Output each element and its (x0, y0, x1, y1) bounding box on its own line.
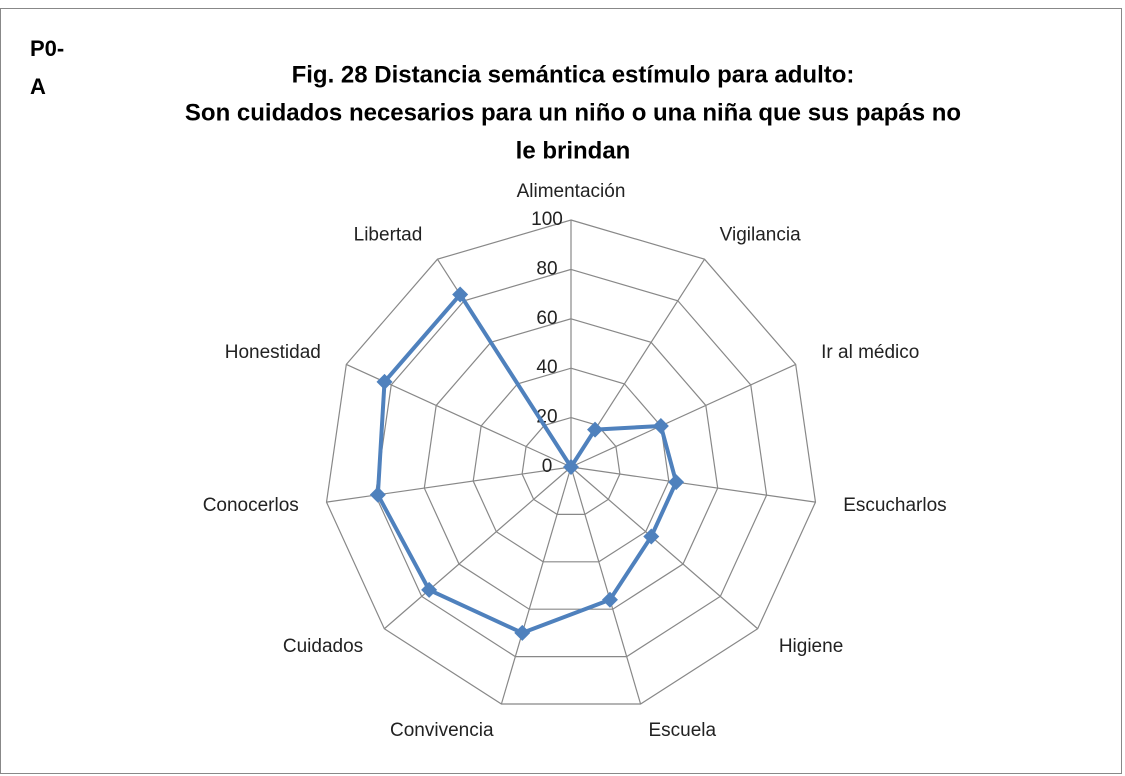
category-label: Honestidad (225, 342, 321, 363)
marker (643, 528, 660, 545)
chart-title: Fig. 28 Distancia semántica estímulo par… (292, 61, 855, 88)
marker (421, 581, 438, 598)
chart-frame (0, 8, 1122, 774)
grid-ring (325, 219, 817, 705)
category-label: Escuela (648, 720, 716, 741)
category-label: Vigilancia (720, 225, 801, 246)
marker (369, 486, 386, 503)
tick-label: 60 (536, 308, 557, 329)
grid-ring (423, 318, 719, 610)
marker (601, 591, 618, 608)
marker (563, 459, 579, 475)
grid-ring (521, 416, 621, 515)
spoke (570, 466, 816, 503)
chart-title: Son cuidados necesarios para un niño o u… (185, 99, 961, 126)
spoke (570, 466, 759, 630)
marker (376, 373, 393, 390)
marker (587, 421, 604, 438)
category-label: Alimentación (517, 181, 626, 202)
category-label: Escucharlos (843, 495, 947, 516)
marker (652, 417, 669, 434)
marker (452, 286, 469, 303)
spoke (570, 363, 796, 468)
category-label: Ir al médico (821, 342, 919, 363)
marker (514, 624, 531, 641)
spoke (500, 466, 572, 705)
chart-title: le brindan (516, 137, 631, 164)
spoke (383, 466, 572, 630)
spoke (326, 466, 572, 503)
marker (668, 474, 685, 491)
series-line (375, 292, 679, 635)
category-label: Libertad (354, 225, 423, 246)
category-label: Convivencia (390, 720, 494, 741)
category-label: Cuidados (283, 636, 363, 657)
grid-ring (472, 367, 670, 563)
tick-label: 40 (536, 357, 557, 378)
panel-label: P0-A (30, 36, 65, 99)
category-label: Conocerlos (203, 495, 299, 516)
category-label: Higiene (779, 636, 843, 657)
tick-label: 0 (542, 456, 553, 477)
tick-label: 100 (531, 209, 563, 230)
grid-ring (374, 268, 768, 658)
tick-label: 80 (536, 258, 557, 279)
spoke (570, 466, 642, 705)
